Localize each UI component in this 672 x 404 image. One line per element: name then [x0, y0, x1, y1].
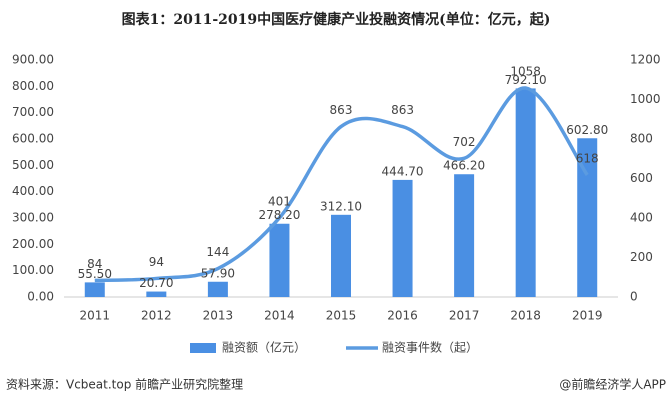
bar [269, 223, 290, 297]
bar [392, 179, 413, 297]
line-value-label: 1058 [510, 65, 541, 79]
line-value-label: 863 [330, 103, 353, 117]
x-tick-label: 2016 [387, 309, 418, 323]
x-tick-label: 2018 [510, 309, 541, 323]
bar-value-label: 278.20 [258, 208, 300, 222]
y2-tick-label: 800 [630, 132, 653, 146]
y-tick-label: 300.00 [12, 211, 54, 225]
y-tick-label: 500.00 [12, 158, 54, 172]
line [94, 86, 589, 283]
y-tick-label: 0.00 [27, 290, 54, 304]
bar-value-label: 602.80 [566, 123, 608, 137]
y-tick-label: 200.00 [12, 237, 54, 251]
bar-value-label: 312.10 [320, 199, 362, 213]
y-tick-label: 700.00 [12, 105, 54, 119]
bar [577, 138, 598, 297]
x-tick-label: 2012 [141, 309, 172, 323]
bar-value-label: 55.50 [78, 267, 112, 281]
bar [454, 174, 475, 297]
x-tick-label: 2013 [203, 309, 234, 323]
line-value-label: 863 [391, 103, 414, 117]
y2-tick-label: 1200 [630, 53, 661, 67]
bar [331, 214, 351, 297]
bar [207, 281, 228, 297]
line-value-label: 144 [206, 245, 229, 259]
credit: @前瞻经济学人APP [559, 377, 666, 392]
y2-tick-label: 0 [630, 290, 638, 304]
bar-value-label: 792.10 [505, 73, 547, 87]
legend-label: 融资事件数（起） [382, 340, 478, 355]
line-value-label: 702 [453, 135, 476, 149]
bar-value-label: 444.70 [382, 164, 424, 178]
line-value-label: 94 [149, 255, 164, 269]
y-tick-label: 400.00 [12, 184, 54, 198]
x-tick-label: 2019 [572, 309, 603, 323]
chart-title: 图表1：2011-2019中国医疗健康产业投融资情况(单位：亿元，起) [122, 11, 551, 28]
y-tick-label: 800.00 [12, 79, 54, 93]
line-value-label: 84 [87, 257, 102, 271]
y2-tick-label: 400 [630, 211, 653, 225]
bar [84, 282, 105, 297]
y-tick-label: 100.00 [12, 263, 54, 277]
y2-tick-label: 600 [630, 171, 653, 185]
y2-tick-label: 200 [630, 250, 653, 264]
y-tick-label: 900.00 [12, 53, 54, 67]
legend-swatch [190, 343, 216, 353]
x-tick-label: 2017 [449, 309, 480, 323]
line-value-label: 401 [268, 194, 291, 208]
x-tick-label: 2011 [80, 309, 111, 323]
bar [146, 291, 167, 297]
y2-tick-label: 1000 [630, 92, 661, 106]
source: 资料来源：Vcbeat.top 前瞻产业研究院整理 [6, 377, 243, 392]
y-tick-label: 600.00 [12, 132, 54, 146]
bar-value-label: 466.20 [443, 159, 485, 173]
x-tick-label: 2014 [264, 309, 295, 323]
bar [515, 88, 536, 297]
legend-label: 融资额（亿元） [222, 340, 306, 355]
x-tick-label: 2015 [326, 309, 357, 323]
bar-value-label: 57.90 [201, 266, 235, 280]
line-value-label: 618 [576, 151, 599, 165]
bar-value-label: 20.70 [139, 276, 173, 290]
